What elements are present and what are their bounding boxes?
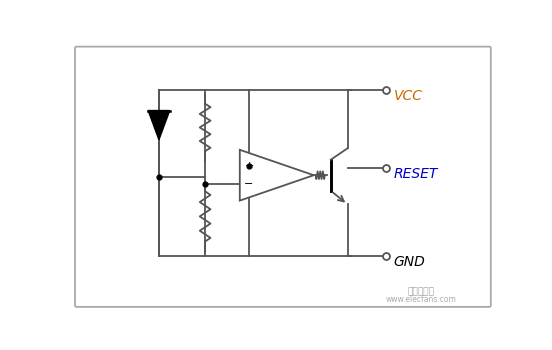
Text: VCC: VCC bbox=[394, 89, 423, 103]
Text: 电子发烧友: 电子发烧友 bbox=[407, 288, 434, 297]
Polygon shape bbox=[148, 111, 169, 140]
Text: −: − bbox=[245, 180, 254, 189]
Text: RESET: RESET bbox=[394, 167, 438, 181]
Text: +: + bbox=[245, 161, 254, 171]
FancyBboxPatch shape bbox=[75, 47, 491, 307]
Text: www.elecfans.com: www.elecfans.com bbox=[385, 295, 456, 304]
Text: GND: GND bbox=[394, 255, 426, 269]
Polygon shape bbox=[240, 150, 314, 201]
